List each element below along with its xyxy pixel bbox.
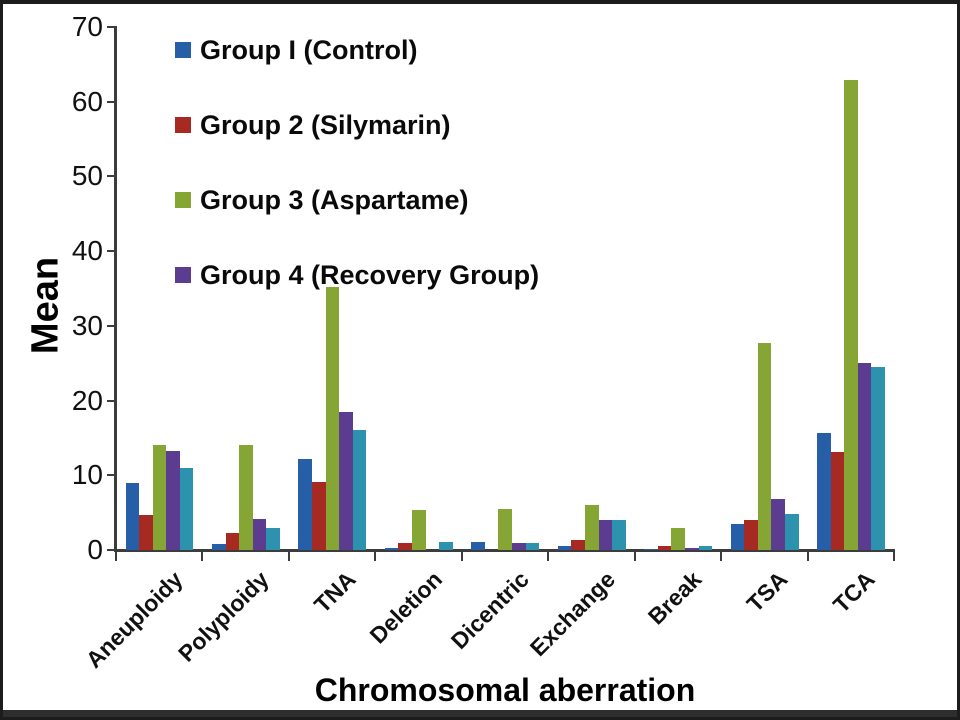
bar-series1-polyploidy	[211, 544, 226, 550]
bar-series3-tsa	[757, 343, 772, 550]
x-axis-tick	[893, 552, 895, 561]
bar-series4-aneuploidy	[166, 451, 180, 550]
bar-series5-polyploidy	[266, 527, 280, 550]
bar-series4-break	[684, 547, 699, 550]
legend-label: Group 3 (Aspartame)	[200, 185, 469, 215]
y-axis-tick	[107, 250, 115, 253]
bar-series5-break	[698, 546, 713, 550]
bar-series5-deletion	[439, 541, 453, 550]
x-tick-label: Break	[642, 566, 707, 630]
x-tick-label: TSA	[741, 566, 793, 617]
bar-series1-tsa	[730, 523, 745, 550]
bar-series5-tsa	[785, 514, 799, 550]
y-axis-tick	[107, 26, 115, 28]
y-axis-tick	[107, 549, 115, 551]
bar-series3-tca	[844, 80, 858, 550]
bar-series1-break	[644, 549, 658, 550]
legend-label: Group 2 (Silymarin)	[200, 110, 451, 140]
bar-series5-tca	[871, 366, 886, 550]
y-axis-tick	[107, 474, 115, 477]
bar-series3-exchange	[584, 505, 599, 550]
bar-series3-break	[671, 527, 685, 550]
legend-swatch-icon	[175, 117, 191, 133]
bar-series1-aneuploidy	[125, 482, 140, 550]
legend-swatch-icon	[175, 192, 191, 208]
bar-series5-dicentric	[525, 542, 540, 550]
bar-series5-tna	[352, 429, 367, 550]
y-axis-tick	[107, 399, 115, 402]
x-tick-label: Exchange	[524, 566, 620, 662]
bar-series2-tca	[830, 452, 845, 550]
x-tick-label: Aneuploidy	[80, 566, 188, 673]
x-axis-tick	[201, 552, 204, 561]
y-axis-tick	[107, 100, 115, 103]
y-tick-label: 20	[71, 384, 103, 416]
bar-series2-tsa	[744, 520, 758, 550]
bar-series4-dicentric	[512, 542, 526, 550]
bar-series1-tna	[298, 458, 312, 550]
bar-series4-exchange	[598, 520, 613, 550]
bar-series2-exchange	[571, 540, 585, 550]
bar-series4-tna	[339, 411, 353, 550]
x-tick-label: Dicentric	[445, 566, 534, 654]
x-tick-label: TNA	[308, 566, 361, 618]
y-axis-line	[114, 26, 117, 552]
bar-series5-exchange	[612, 520, 626, 550]
bar-series3-dicentric	[498, 508, 513, 550]
bar-series2-tna	[311, 482, 326, 550]
x-tick-label: TCA	[827, 566, 880, 618]
bar-series3-polyploidy	[239, 445, 253, 550]
y-axis-tick	[107, 175, 115, 178]
x-axis-tick	[806, 552, 809, 561]
x-tick-label: Deletion	[364, 566, 447, 649]
legend: Group I (Control) Group 2 (Silymarin) Grou…	[175, 34, 539, 334]
bar-series1-dicentric	[471, 541, 485, 550]
bar-series5-aneuploidy	[179, 467, 194, 550]
x-axis-tick	[374, 552, 377, 561]
bar-series4-tsa	[771, 499, 785, 550]
legend-label: Group 4 (Recovery Group)	[200, 260, 540, 290]
y-tick-label: 40	[71, 235, 103, 267]
legend-item: Group 3 (Aspartame)	[175, 184, 539, 216]
bar-series2-break	[657, 545, 672, 550]
x-axis-tick	[115, 552, 117, 561]
y-tick-label: 50	[71, 160, 103, 192]
x-axis-tick	[633, 552, 636, 561]
legend-swatch-icon	[175, 42, 191, 58]
bar-series2-deletion	[398, 543, 413, 550]
y-tick-label: 60	[71, 85, 103, 117]
y-tick-label: 30	[71, 309, 103, 341]
x-axis-tick	[287, 552, 290, 561]
y-tick-label: 70	[71, 11, 103, 42]
legend-label: Group I (Control)	[200, 35, 418, 65]
x-axis-tick	[460, 552, 463, 561]
x-axis-line	[114, 549, 895, 552]
bar-series3-tna	[325, 287, 340, 550]
bar-series4-tca	[857, 363, 872, 550]
bar-series1-tca	[817, 432, 831, 550]
y-tick-label: 0	[87, 534, 103, 565]
x-axis-title: Chromosomal aberration	[314, 672, 696, 708]
frame-bottom-strip	[3, 710, 957, 717]
bar-series1-exchange	[557, 546, 572, 550]
legend-item: Group 4 (Recovery Group)	[175, 259, 539, 291]
x-tick-label: Polyploidy	[173, 566, 275, 667]
bar-series1-deletion	[384, 547, 399, 550]
legend-swatch-icon	[175, 267, 191, 283]
x-axis-tick	[720, 552, 723, 561]
bar-series3-aneuploidy	[152, 445, 167, 550]
y-tick-label: 10	[71, 459, 103, 491]
y-axis-tick	[107, 324, 115, 327]
plot-area: Mean Chromosomal aberration Group I (Con…	[3, 4, 957, 717]
bar-series2-polyploidy	[225, 532, 240, 550]
bar-series2-aneuploidy	[139, 514, 153, 550]
legend-item: Group 2 (Silymarin)	[175, 109, 539, 141]
legend-item: Group I (Control)	[175, 34, 539, 66]
bar-series4-polyploidy	[252, 518, 267, 550]
bar-series3-deletion	[412, 509, 426, 550]
x-axis-tick	[547, 552, 550, 561]
